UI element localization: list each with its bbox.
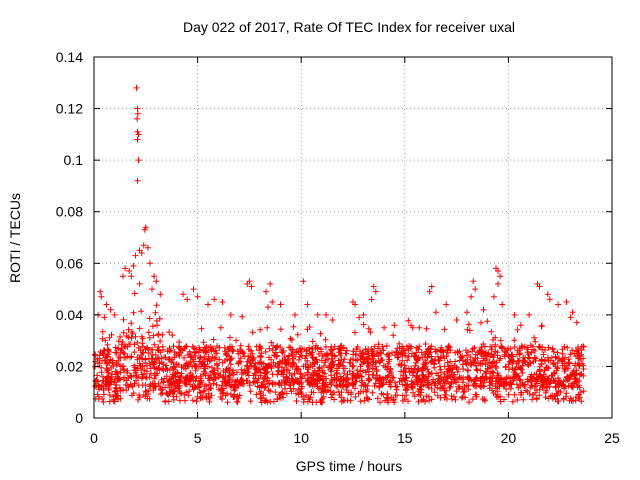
x-tick-label: 5 — [194, 430, 202, 446]
scatter-markers — [92, 84, 587, 406]
x-axis-label: GPS time / hours — [296, 458, 403, 474]
x-tick-label: 25 — [604, 430, 620, 446]
y-tick-label: 0.08 — [56, 204, 83, 220]
y-tick-label: 0.1 — [64, 152, 84, 168]
y-axis-ticks: 0 0.02 0.04 0.06 0.08 0.1 0.12 0.14 — [56, 49, 612, 426]
x-tick-label: 20 — [501, 430, 517, 446]
y-tick-label: 0.06 — [56, 255, 83, 271]
plot-frame — [93, 56, 613, 419]
x-tick-label: 0 — [90, 430, 98, 446]
y-axis-label: ROTI / TECUs — [7, 193, 23, 283]
y-tick-label: 0.02 — [56, 358, 83, 374]
y-tick-label: 0 — [75, 410, 83, 426]
x-axis-ticks: 0 5 10 15 20 25 — [90, 57, 620, 446]
x-tick-label: 10 — [293, 430, 309, 446]
data-points — [92, 84, 587, 406]
y-tick-label: 0.14 — [56, 49, 83, 65]
y-tick-label: 0.12 — [56, 101, 83, 117]
chart-title: Day 022 of 2017, Rate Of TEC Index for r… — [183, 19, 515, 35]
x-tick-label: 15 — [397, 430, 413, 446]
y-tick-label: 0.04 — [56, 307, 83, 323]
